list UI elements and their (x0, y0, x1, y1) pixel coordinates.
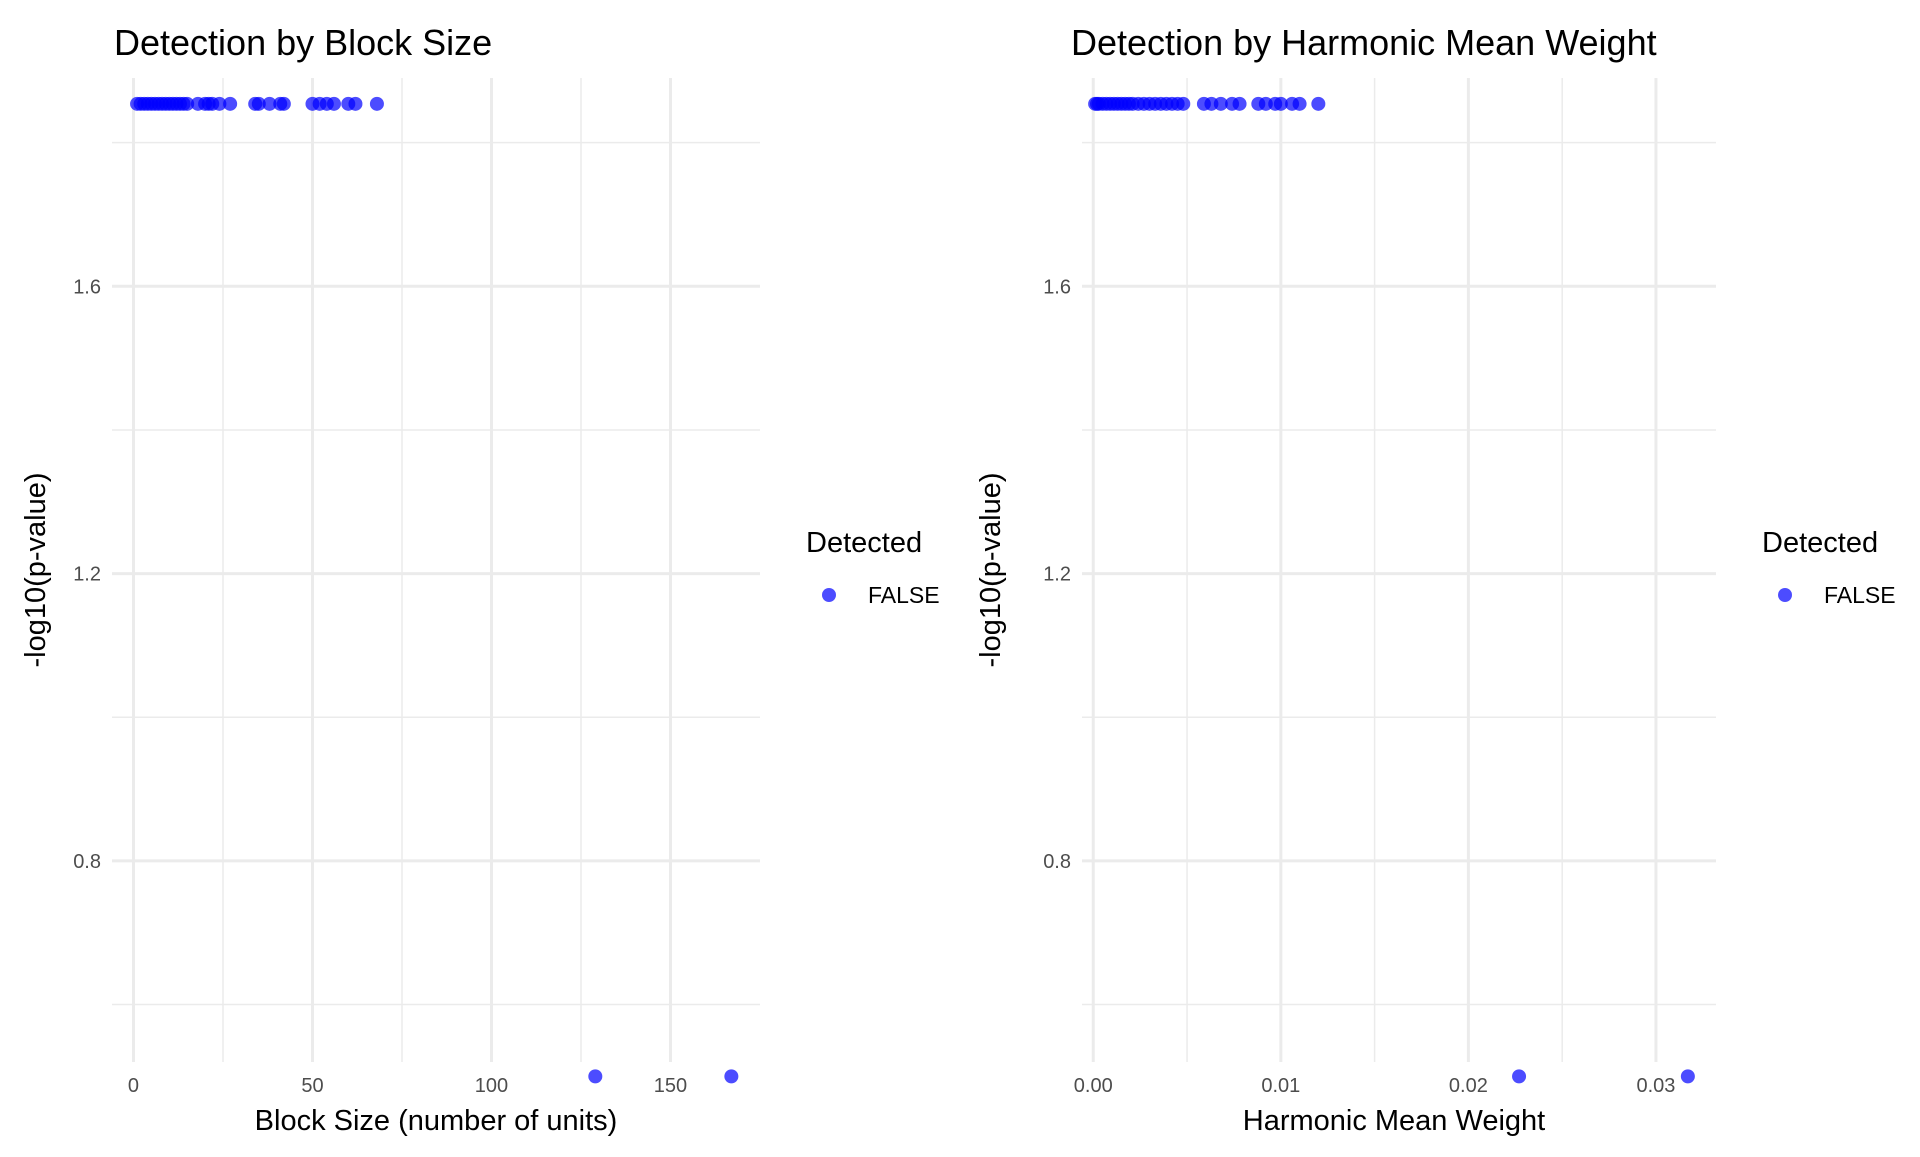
y-tick-label: 1.6 (73, 276, 101, 298)
legend-entry-label: FALSE (1824, 582, 1896, 608)
data-point (1213, 96, 1228, 111)
y-tick-label: 0.8 (73, 851, 101, 873)
data-point (212, 96, 227, 111)
data-points (1088, 96, 1695, 1084)
data-point (326, 96, 341, 111)
data-point (1176, 96, 1191, 111)
legend: Detected FALSE (1762, 527, 1896, 608)
grid (112, 78, 760, 1062)
data-point (1512, 1069, 1527, 1084)
legend-entry-label: FALSE (868, 582, 940, 608)
y-axis-title: -log10(p-value) (975, 472, 1007, 667)
legend-title: Detected (806, 527, 922, 559)
y-tick-label: 1.2 (73, 564, 101, 586)
legend-key-point (822, 588, 836, 602)
data-point (180, 96, 195, 111)
legend: Detected FALSE (806, 527, 940, 608)
chart-title: Detection by Block Size (114, 22, 492, 63)
x-tick-label: 0.02 (1449, 1075, 1488, 1097)
x-axis-title: Harmonic Mean Weight (1243, 1105, 1545, 1137)
data-point (724, 1069, 739, 1084)
data-point (1680, 1069, 1695, 1084)
data-point (1292, 96, 1307, 111)
x-tick-label: 0.01 (1261, 1075, 1300, 1097)
data-point (1311, 96, 1326, 111)
data-point (588, 1069, 603, 1084)
y-tick-label: 1.2 (1043, 564, 1071, 586)
panel-harmonic-mean-weight: 0.8 1.2 1.6 0.00 0.01 0.02 0.03 Detection by Ha… (975, 22, 1896, 1137)
x-tick-label: 0.00 (1074, 1075, 1113, 1097)
x-tick-label: 100 (475, 1075, 508, 1097)
data-point (223, 96, 238, 111)
data-point (251, 96, 266, 111)
data-point (1273, 96, 1288, 111)
y-tick-label: 0.8 (1043, 851, 1071, 873)
x-tick-label: 0 (128, 1075, 139, 1097)
data-point (276, 96, 291, 111)
x-tick-label: 150 (654, 1075, 687, 1097)
data-points (130, 96, 739, 1084)
x-tick-label: 50 (301, 1075, 323, 1097)
chart-title: Detection by Harmonic Mean Weight (1071, 22, 1657, 63)
y-axis-title: -log10(p-value) (20, 472, 52, 667)
data-point (369, 96, 384, 111)
data-point (348, 96, 363, 111)
x-axis-title: Block Size (number of units) (255, 1105, 618, 1137)
legend-key-point (1778, 588, 1792, 602)
y-tick-label: 1.6 (1043, 276, 1071, 298)
grid (1082, 78, 1716, 1062)
legend-title: Detected (1762, 527, 1878, 559)
data-point (1232, 96, 1247, 111)
data-point (262, 96, 277, 111)
panel-block-size: 0.8 1.2 1.6 0 50 100 150 Detection by Block Siz… (20, 22, 940, 1137)
x-tick-label: 0.03 (1637, 1075, 1676, 1097)
